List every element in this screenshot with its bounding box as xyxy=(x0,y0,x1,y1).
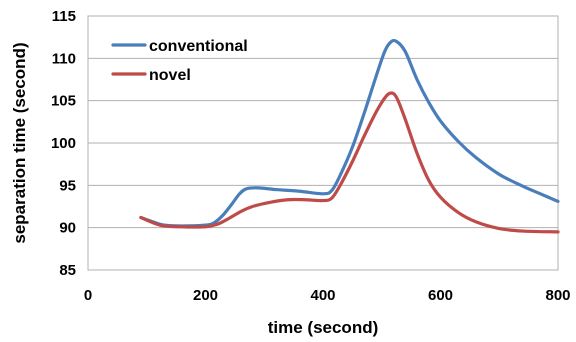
y-tick-label: 105 xyxy=(51,93,76,110)
x-tick-labels: 0 200 400 600 800 xyxy=(84,287,571,304)
x-tick-label: 0 xyxy=(84,287,92,304)
series-line-novel xyxy=(139,91,560,234)
series-line-conventional xyxy=(139,38,560,228)
y-axis-title: separation time (second) xyxy=(10,42,29,243)
y-tick-labels: 85 90 95 100 105 110 115 xyxy=(51,8,76,279)
y-tick-label: 95 xyxy=(59,177,76,194)
y-tick-label: 90 xyxy=(59,220,76,237)
plot-area-frame xyxy=(87,15,559,271)
y-tick-label: 115 xyxy=(52,8,76,25)
x-tick-label: 800 xyxy=(545,287,570,304)
x-tick-label: 400 xyxy=(310,287,335,304)
legend: conventional novel xyxy=(111,38,248,84)
y-tick-label: 110 xyxy=(52,50,76,67)
x-axis-title: time (second) xyxy=(268,318,379,337)
legend-label-conventional: conventional xyxy=(149,38,248,55)
y-tick-label: 100 xyxy=(51,135,76,152)
x-tick-label: 600 xyxy=(428,287,453,304)
x-tick-label: 200 xyxy=(193,287,218,304)
legend-label-novel: novel xyxy=(149,67,191,84)
series-lines xyxy=(139,38,560,234)
y-tick-label: 85 xyxy=(59,262,76,279)
